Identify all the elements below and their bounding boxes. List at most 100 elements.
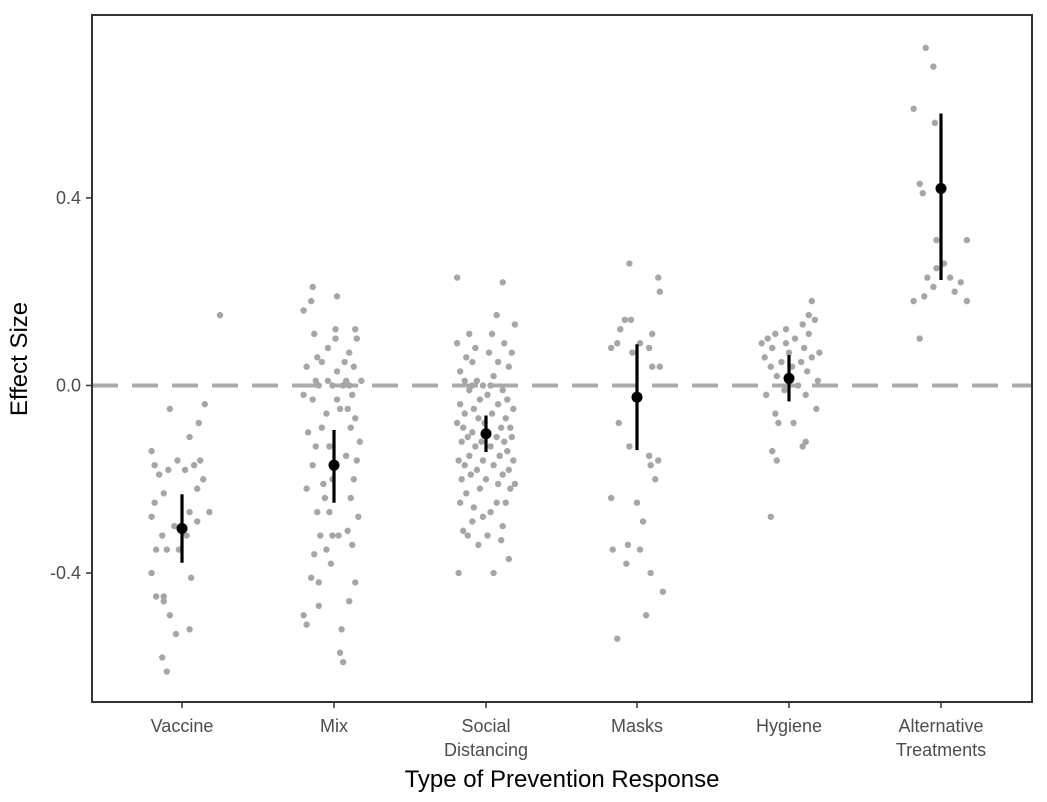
data-point <box>463 490 470 497</box>
data-point <box>318 358 326 366</box>
data-point <box>502 499 509 506</box>
data-point <box>607 494 615 502</box>
data-point <box>186 508 193 516</box>
data-point <box>931 119 939 127</box>
data-point <box>163 546 170 553</box>
data-point <box>790 419 797 427</box>
data-point <box>813 405 820 413</box>
mean-estimate-point <box>328 459 340 471</box>
data-point <box>326 508 333 516</box>
data-point <box>464 532 471 539</box>
data-point <box>636 546 644 553</box>
x-axis-title: Type of Prevention Response <box>405 766 720 793</box>
data-point <box>647 569 654 577</box>
data-point <box>461 410 468 417</box>
x-tick-label-line: Social <box>461 716 510 736</box>
mean-estimate-point <box>631 391 643 403</box>
data-point <box>338 626 345 633</box>
data-point <box>461 461 468 469</box>
data-point <box>472 344 479 352</box>
data-point <box>470 504 478 511</box>
data-point <box>910 297 917 305</box>
x-tick-label-line: Masks <box>611 716 663 736</box>
data-point <box>511 321 519 328</box>
data-point <box>493 311 500 319</box>
data-point <box>504 447 511 455</box>
data-point <box>159 654 166 661</box>
mean-estimate-point <box>935 183 947 195</box>
data-point <box>346 382 353 389</box>
data-point <box>333 368 341 375</box>
data-point <box>151 499 158 506</box>
data-point <box>329 382 336 389</box>
data-point <box>197 457 204 464</box>
data-point <box>314 354 321 361</box>
data-point <box>303 363 310 370</box>
data-point <box>919 189 926 197</box>
data-point <box>455 457 462 464</box>
data-point <box>501 438 508 445</box>
data-point <box>767 363 774 370</box>
data-point <box>502 415 509 422</box>
data-point <box>475 415 482 422</box>
data-point <box>499 471 506 478</box>
data-point <box>494 358 502 366</box>
data-point <box>473 377 481 384</box>
data-point <box>487 508 494 516</box>
data-point <box>633 499 641 506</box>
data-point <box>148 569 155 577</box>
data-point <box>187 574 195 581</box>
data-point <box>317 532 324 539</box>
data-point <box>647 461 654 469</box>
data-point <box>617 325 624 333</box>
data-point <box>794 382 802 389</box>
data-point <box>781 386 788 394</box>
data-point <box>482 476 490 483</box>
data-point <box>314 508 321 516</box>
data-point <box>499 386 506 394</box>
data-point <box>172 630 180 638</box>
y-axis: -0.4 0.0 0.4 <box>50 188 92 583</box>
data-point <box>200 476 207 483</box>
data-point <box>933 236 940 244</box>
data-point <box>324 377 332 384</box>
data-point <box>156 471 163 478</box>
x-tick-label-line: Alternative <box>898 716 983 736</box>
data-point <box>802 391 809 399</box>
data-point <box>642 612 650 619</box>
data-point <box>353 335 360 342</box>
data-point <box>804 368 811 375</box>
data-point <box>467 471 474 478</box>
data-point <box>460 527 467 535</box>
data-point <box>652 476 659 483</box>
data-point <box>764 335 771 342</box>
data-point <box>160 597 167 605</box>
data-point <box>315 579 322 586</box>
data-point <box>930 63 937 70</box>
data-point <box>508 433 516 441</box>
data-point <box>201 401 208 408</box>
x-tick-label: Masks <box>611 716 663 736</box>
data-point <box>933 265 940 272</box>
data-point <box>327 560 335 567</box>
data-point <box>656 288 663 295</box>
data-point <box>645 344 653 352</box>
data-point <box>339 382 347 389</box>
data-point <box>645 452 653 460</box>
x-tick-label: Vaccine <box>151 716 214 736</box>
data-point <box>951 288 958 295</box>
data-point <box>627 316 635 324</box>
data-point <box>501 340 508 347</box>
plot-panel-border <box>91 14 1033 703</box>
data-point <box>769 344 776 352</box>
data-point <box>656 363 663 370</box>
data-point <box>352 325 359 333</box>
x-tick-label: Hygiene <box>756 716 822 736</box>
data-points-layer <box>148 44 971 675</box>
data-point <box>615 419 622 427</box>
data-point <box>507 485 514 492</box>
data-point <box>916 335 923 342</box>
data-point <box>332 325 339 333</box>
data-point <box>329 532 336 539</box>
